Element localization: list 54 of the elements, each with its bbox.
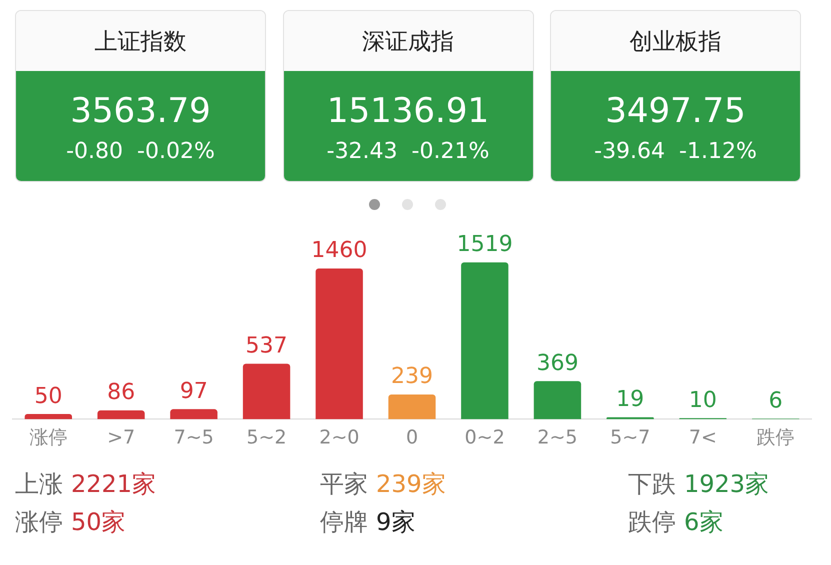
data-label: 50 [34,384,62,409]
x-tick-label: 涨停 [29,426,68,449]
data-label: 6 [768,388,783,414]
x-tick-label: 0~2 [464,426,505,449]
data-label: 15136.91 [326,90,490,131]
data-label: 239 [391,364,433,390]
x-tick-label: 跌停 [756,426,795,449]
data-label: -39.64 [594,139,666,164]
x-tick-label: 5~7 [610,426,650,449]
data-label: 19 [616,386,644,412]
x-tick-label: 7< [688,426,717,449]
bar [170,409,218,420]
bar [24,414,72,420]
bar [242,364,290,420]
data-label: 6家 [684,508,724,536]
data-label: 86 [107,380,136,406]
category-label: 跌停 [628,508,676,536]
data-label: 537 [246,333,288,358]
category-label: 停牌 [320,508,368,536]
data-label: -1.12% [679,139,757,164]
category-label: 上证指数 [94,28,186,56]
category-label: 深证成指 [362,28,454,56]
category-label: 下跌 [628,470,676,498]
x-tick-label: 7~5 [174,426,214,449]
category-label: 创业板指 [630,28,722,56]
data-label: -32.43 [326,139,398,164]
data-label: -0.02% [137,139,215,164]
bar [461,262,508,420]
data-label: 3563.79 [69,90,212,131]
x-tick-label: >7 [107,426,136,449]
x-tick-label: 0 [406,426,418,449]
category-label: 上涨 [15,470,63,498]
data-label: 1460 [311,238,368,264]
bar [388,394,436,420]
data-label: 1923家 [684,470,770,498]
bar [316,268,363,420]
x-tick-label: 2~0 [319,426,360,449]
category-label: 平家 [320,470,368,498]
data-label: 9家 [376,508,416,536]
data-label: 97 [180,378,208,404]
data-label: 2221家 [71,470,156,498]
data-label: 1519 [456,232,513,258]
x-tick-label: 2~5 [537,426,578,449]
data-label: 10 [688,388,717,413]
data-label: -0.21% [412,139,490,164]
data-label: 369 [536,350,578,376]
data-label: 239家 [376,470,446,498]
data-label: 3497.75 [604,90,747,131]
data-label: -0.80 [66,139,124,164]
data-label: 50家 [71,508,126,536]
category-label: 涨停 [15,508,63,536]
bar [97,410,145,420]
bar [534,381,582,420]
x-tick-label: 5~2 [246,426,287,449]
